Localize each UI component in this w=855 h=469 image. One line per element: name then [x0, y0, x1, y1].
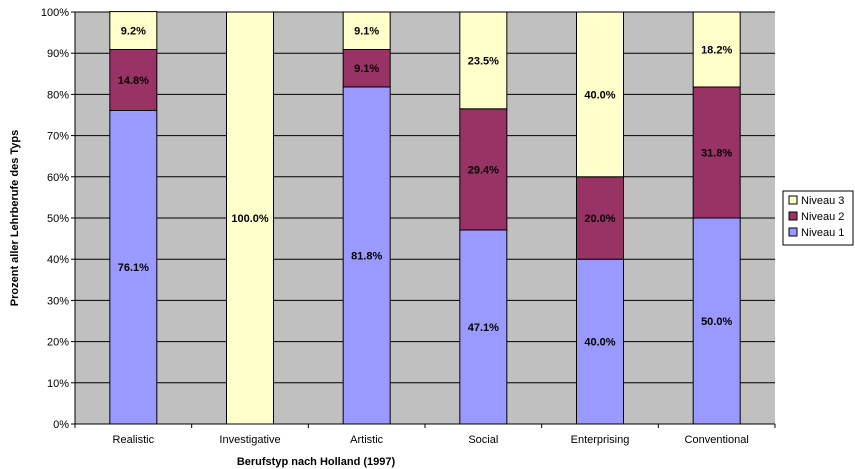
- bar-segment-niveau-3: [459, 11, 508, 110]
- bar-segment-niveau-2: [109, 48, 158, 111]
- data-label: 14.8%: [118, 75, 149, 87]
- bar-segment-niveau-1: [459, 229, 508, 425]
- y-axis-ticks: 0% 10% 20% 30% 40% 50% 60% 70% 80% 90% 100%: [41, 7, 75, 431]
- bar-segment-niveau-1: [342, 86, 391, 425]
- data-label: 20.0%: [584, 213, 615, 225]
- y-tick-label: 100%: [41, 7, 69, 19]
- bar-segment-niveau-3: [692, 11, 741, 88]
- legend-label: Niveau 2: [801, 211, 844, 223]
- x-tick-label: Enterprising: [571, 434, 630, 446]
- bar-segment-niveau-3: [109, 11, 158, 50]
- y-tick-label: 30%: [47, 295, 69, 307]
- x-tick-label: Artistic: [350, 434, 384, 446]
- data-label: 9.2%: [121, 26, 146, 38]
- y-tick-label: 0%: [53, 419, 69, 431]
- data-label: 81.8%: [351, 250, 382, 262]
- y-tick-label: 80%: [47, 89, 69, 101]
- x-tick-label: Social: [468, 434, 498, 446]
- legend-label: Niveau 3: [801, 195, 844, 207]
- bar-segment-niveau-1: [109, 109, 158, 425]
- data-label: 76.1%: [118, 262, 149, 274]
- data-label: 31.8%: [701, 147, 732, 159]
- x-axis-title: Berufstyp nach Holland (1997): [237, 456, 396, 468]
- bar-segment-niveau-1: [692, 217, 741, 425]
- data-label: 29.4%: [468, 164, 499, 176]
- data-label: 23.5%: [468, 55, 499, 67]
- bar-segment-niveau-2: [459, 108, 508, 231]
- bar-segment-niveau-2: [576, 176, 624, 260]
- x-tick-label: Investigative: [219, 434, 280, 446]
- data-label: 40.0%: [584, 337, 615, 349]
- x-tick-label: Realistic: [113, 434, 155, 446]
- bar-segment-niveau-2: [342, 48, 391, 88]
- y-tick-label: 50%: [47, 213, 69, 225]
- bars: [109, 11, 741, 425]
- legend-label: Niveau 1: [801, 227, 844, 239]
- data-label: 47.1%: [468, 322, 499, 334]
- legend: Niveau 3 Niveau 2 Niveau 1: [782, 190, 854, 246]
- legend-swatch: [788, 195, 798, 205]
- gridlines: [75, 11, 775, 384]
- data-label: 100.0%: [231, 213, 269, 225]
- y-tick-label: 40%: [47, 254, 69, 266]
- y-tick-label: 20%: [47, 337, 69, 349]
- bar-segment-niveau-3: [342, 11, 391, 50]
- data-label: 40.0%: [584, 89, 615, 101]
- bar-segment-niveau-3: [576, 11, 624, 178]
- data-label: 9.1%: [354, 26, 379, 38]
- legend-swatch: [788, 211, 798, 221]
- data-label: 18.2%: [701, 44, 732, 56]
- x-axis-ticks: Realistic Investigative Artistic Social Ente…: [74, 424, 776, 446]
- segment-labels: 76.1% 14.8% 9.2% 100.0% 81.8% 9.1% 9.1% 47.1% 29…: [118, 26, 733, 349]
- y-tick-label: 70%: [47, 131, 69, 143]
- bar-segment-niveau-2: [692, 86, 741, 219]
- legend-swatch: [788, 227, 798, 237]
- y-tick-label: 90%: [47, 48, 69, 60]
- y-tick-label: 10%: [47, 378, 69, 390]
- y-tick-label: 60%: [47, 172, 69, 184]
- x-tick-label: Conventional: [685, 434, 749, 446]
- y-axis-title: Prozent aller Lehrberufe des Typs: [9, 130, 21, 306]
- data-label: 9.1%: [354, 63, 379, 75]
- data-label: 50.0%: [701, 316, 732, 328]
